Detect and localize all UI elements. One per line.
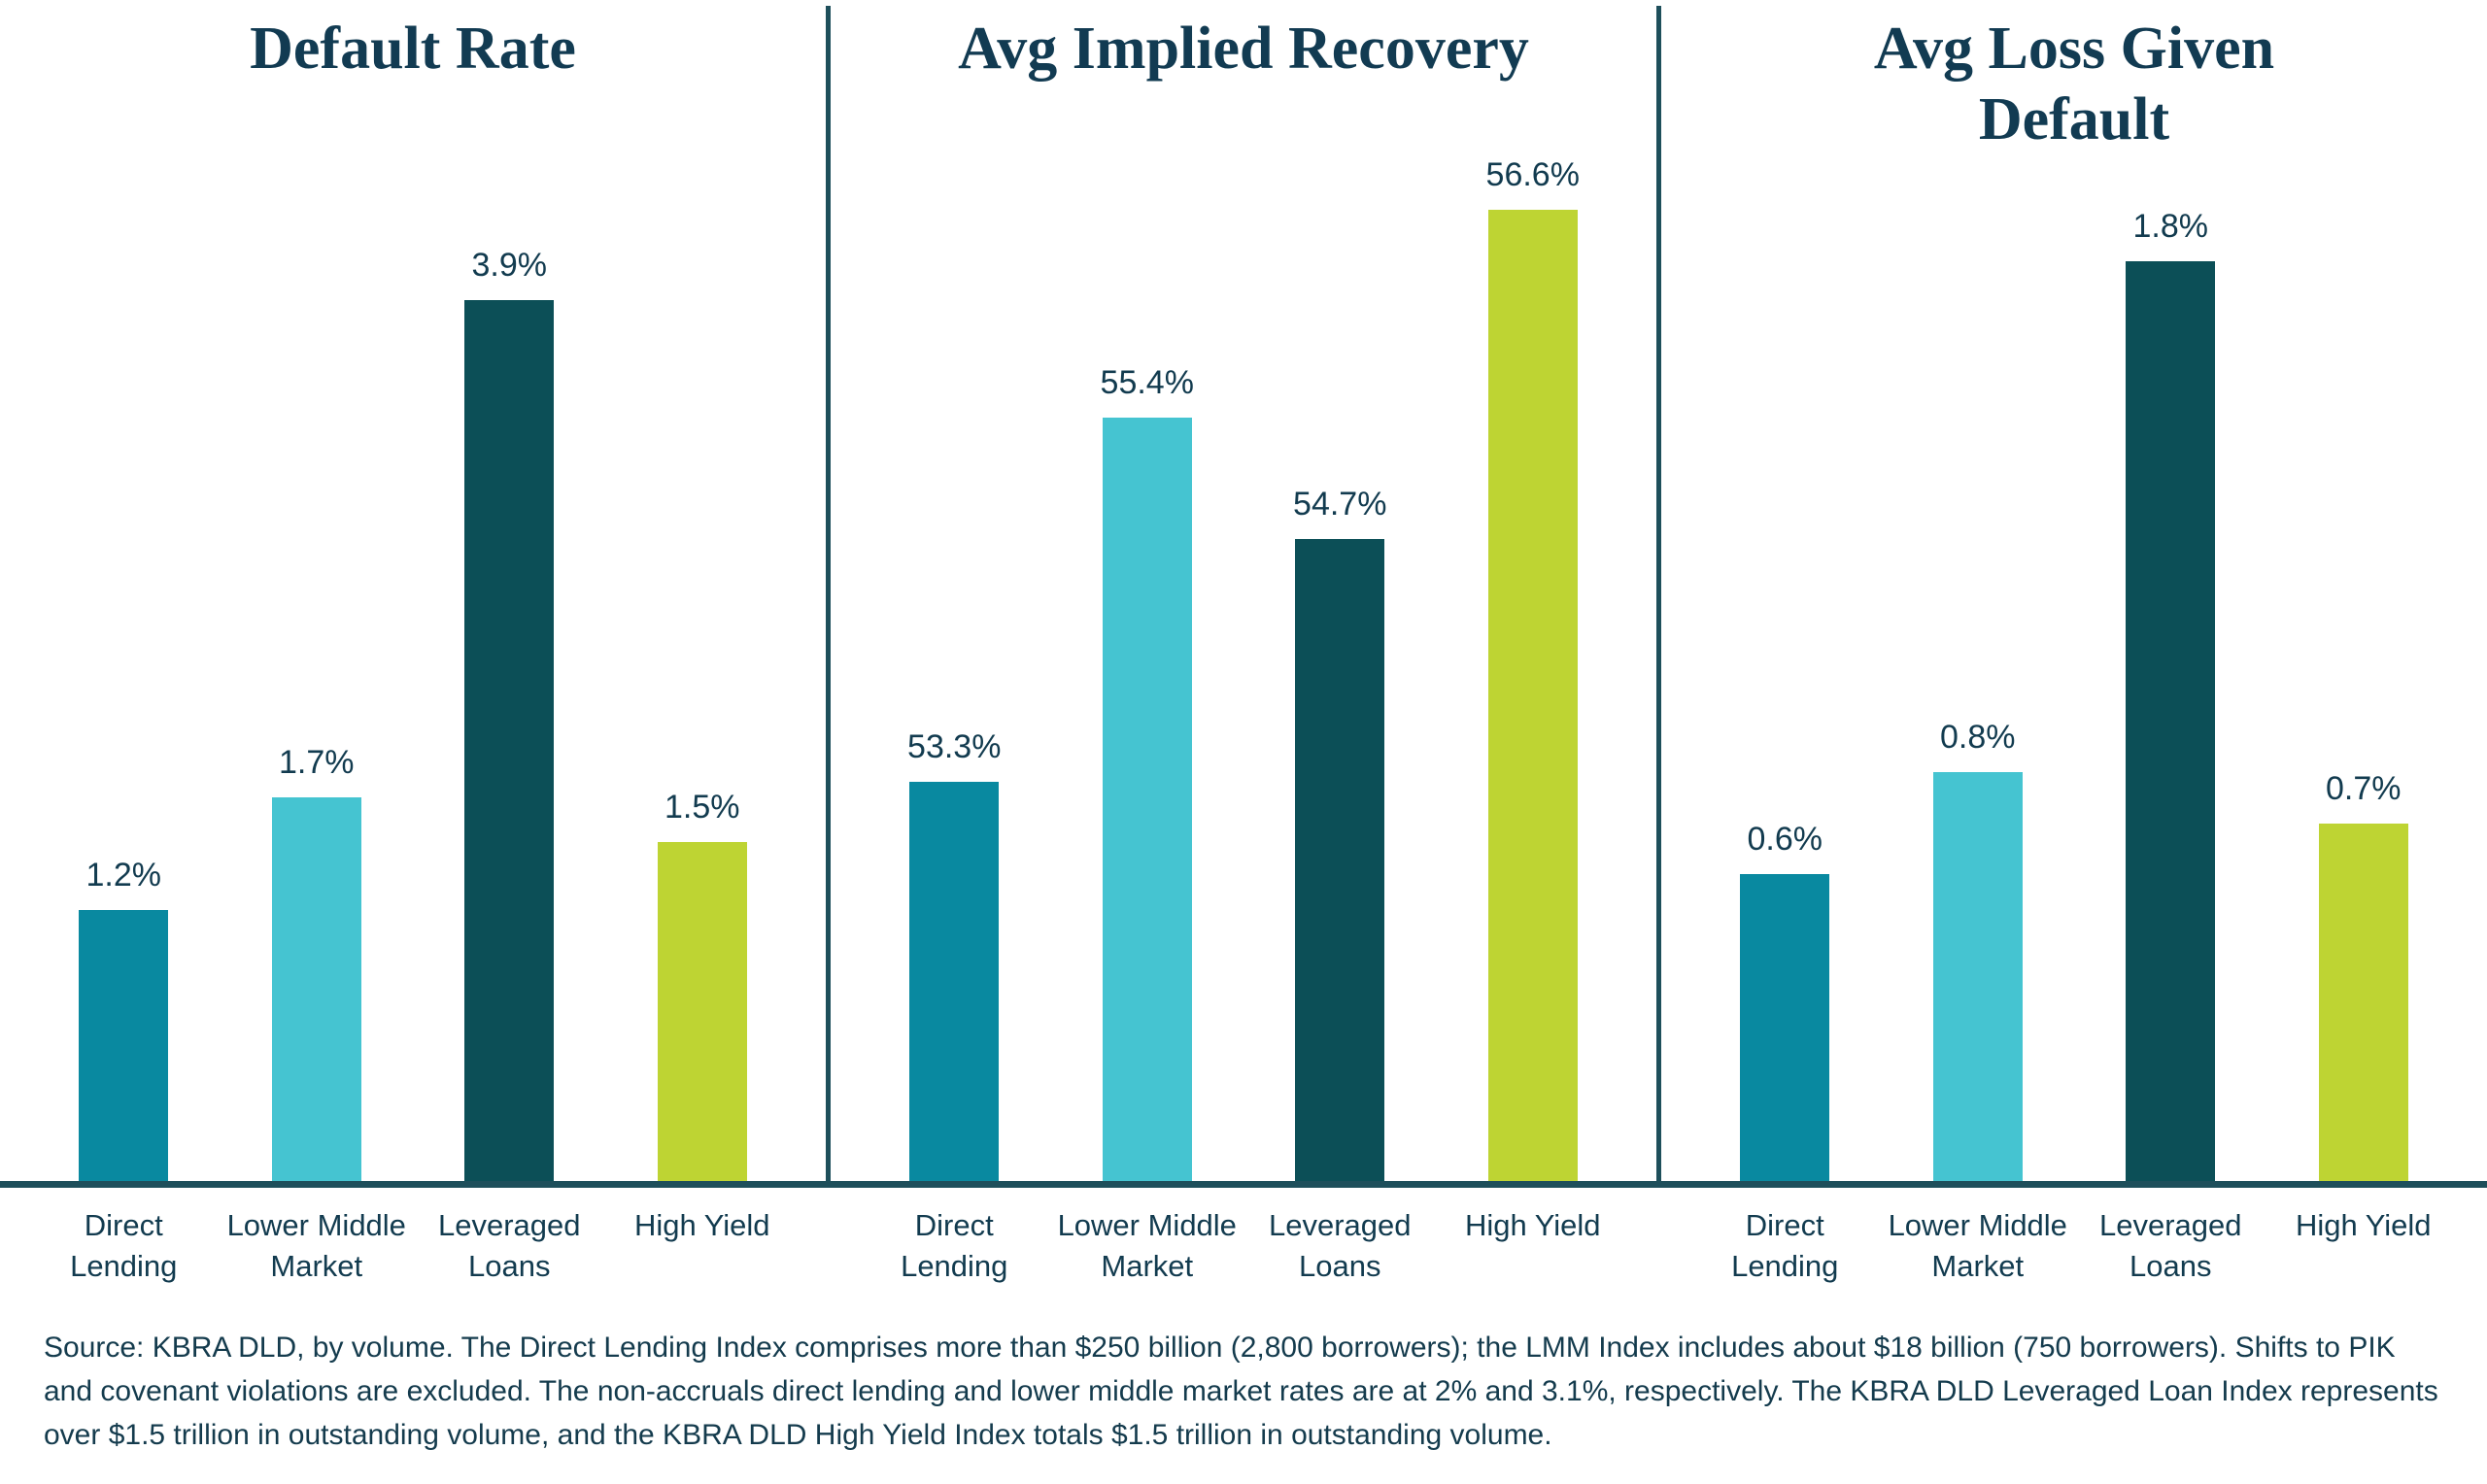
value-label-avg-implied-recovery-leveraged-loans: 54.7% [1293,486,1387,523]
chart-row: Default Rate 1.2% 1.7% 3.9% [0,0,2487,1181]
value-label-avg-implied-recovery-direct-lending: 53.3% [907,728,1002,765]
value-label-avg-loss-given-default-direct-lending: 0.6% [1747,821,1823,858]
category-labels-avg-implied-recovery: Direct Lending Lower Middle Market Lever… [831,1205,1656,1287]
value-label-default-rate-leveraged-loans: 3.9% [471,247,548,284]
panel-title-avg-loss-given-default: Avg Loss Given Default [1873,16,2275,153]
category-label-direct-lending: Direct Lending [901,1208,1008,1283]
panel-divider-right [1656,6,1661,1181]
bar-avg-implied-recovery-high-yield: 56.6% [1486,156,1580,1181]
category-labels-default-rate: Direct Lending Lower Middle Market Lever… [0,1205,826,1287]
bar-default-rate-lower-middle-market: 1.7% [271,744,361,1181]
x-axis-line [0,1181,2487,1188]
category-label-leveraged-loans: Leveraged Loans [2098,1208,2242,1283]
category-label-high-yield: High Yield [1464,1208,1601,1242]
plot-area-default-rate: 1.2% 1.7% 3.9% 1.5% [0,210,826,1181]
panel-avg-loss-given-default: Avg Loss Given Default 0.6% 0.8% 1.8% [1661,0,2487,1181]
panel-default-rate: Default Rate 1.2% 1.7% 3.9% [0,0,826,1181]
category-label-lower-middle-market: Lower Middle Market [1888,1208,2067,1283]
value-label-avg-loss-given-default-leveraged-loans: 1.8% [2132,208,2209,245]
bar-avg-implied-recovery-direct-lending: 53.3% [907,728,1001,1181]
category-label-lower-middle-market: Lower Middle Market [1057,1208,1237,1283]
value-label-avg-loss-given-default-lower-middle-market: 0.8% [1940,719,2016,756]
source-note: Source: KBRA DLD, by volume. The Direct … [44,1331,2438,1451]
value-label-default-rate-lower-middle-market: 1.7% [279,744,355,781]
bar-avg-loss-given-default-high-yield: 0.7% [2318,770,2408,1181]
value-label-avg-implied-recovery-high-yield: 56.6% [1485,156,1580,193]
category-label-direct-lending: Direct Lending [70,1208,178,1283]
category-label-leveraged-loans: Leveraged Loans [437,1208,581,1283]
plot-area-avg-loss-given-default: 0.6% 0.8% 1.8% 0.7% [1661,208,2487,1181]
value-label-avg-loss-given-default-high-yield: 0.7% [2326,770,2402,807]
plot-area-avg-implied-recovery: 53.3% 55.4% 54.7% 56.6% [831,156,1656,1181]
bar-default-rate-leveraged-loans: 3.9% [464,247,555,1181]
category-labels-avg-loss-given-default: Direct Lending Lower Middle Market Lever… [1661,1205,2487,1287]
category-label-leveraged-loans: Leveraged Loans [1268,1208,1412,1283]
bar-avg-implied-recovery-leveraged-loans: 54.7% [1293,486,1386,1181]
category-labels-row: Direct Lending Lower Middle Market Lever… [0,1205,2487,1287]
category-label-direct-lending: Direct Lending [1731,1208,1839,1283]
panel-avg-implied-recovery: Avg Implied Recovery 53.3% 55.4% 54.7% [831,0,1656,1181]
bar-avg-loss-given-default-leveraged-loans: 1.8% [2126,208,2216,1181]
bar-avg-loss-given-default-direct-lending: 0.6% [1740,821,1830,1181]
bar-default-rate-direct-lending: 1.2% [79,857,169,1181]
bar-avg-implied-recovery-lower-middle-market: 55.4% [1101,364,1194,1181]
category-label-high-yield: High Yield [633,1208,770,1242]
bar-default-rate-high-yield: 1.5% [657,789,747,1181]
panel-title-avg-implied-recovery: Avg Implied Recovery [958,16,1529,82]
value-label-default-rate-direct-lending: 1.2% [85,857,162,894]
value-label-default-rate-high-yield: 1.5% [664,789,740,826]
category-label-lower-middle-market: Lower Middle Market [226,1208,406,1283]
panel-title-default-rate: Default Rate [250,16,576,82]
category-label-high-yield: High Yield [2295,1208,2432,1242]
value-label-avg-implied-recovery-lower-middle-market: 55.4% [1100,364,1194,401]
panel-divider-left [826,6,831,1181]
bar-avg-loss-given-default-lower-middle-market: 0.8% [1932,719,2023,1181]
